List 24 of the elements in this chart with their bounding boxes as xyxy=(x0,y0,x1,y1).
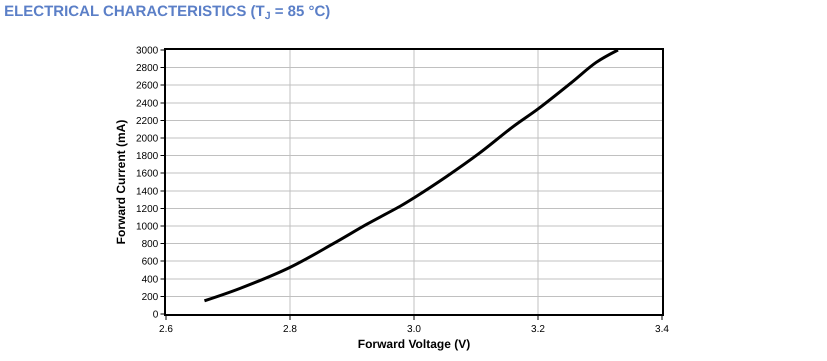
x-axis-title: Forward Voltage (V) xyxy=(358,337,470,352)
y-tick-label: 2800 xyxy=(136,63,159,74)
y-tick-label: 600 xyxy=(142,256,159,268)
chart-title: ELECTRICAL CHARACTERISTICS (T$_{J}$ = 85 °C) xyxy=(4,2,330,22)
y-tick-label: 1400 xyxy=(136,186,159,198)
y-tick-label: 1600 xyxy=(136,168,159,180)
y-tick-label: 400 xyxy=(142,274,159,286)
y-tick-label: 200 xyxy=(142,292,159,303)
y-tick-label: 2400 xyxy=(136,98,159,110)
y-axis-title: Forward Current (mA) xyxy=(114,120,128,244)
y-tick-label: 0 xyxy=(152,310,159,320)
x-tick-label: 2.6 xyxy=(159,324,174,335)
y-tick-label: 2000 xyxy=(136,134,159,144)
x-tick-label: 3.2 xyxy=(531,324,546,335)
y-tick-label: 2600 xyxy=(136,80,159,92)
x-tick-label: 3.0 xyxy=(407,324,422,335)
y-tick-label: 3000 xyxy=(136,46,159,56)
y-tick-label: 1200 xyxy=(136,204,159,215)
x-tick-label: 2.8 xyxy=(283,324,298,335)
y-tick-label: 2200 xyxy=(136,116,159,127)
y-tick-label: 800 xyxy=(142,239,159,250)
y-tick-label: 1000 xyxy=(136,222,159,232)
y-tick-label: 1800 xyxy=(136,151,159,162)
x-tick-label: 3.4 xyxy=(655,324,670,335)
